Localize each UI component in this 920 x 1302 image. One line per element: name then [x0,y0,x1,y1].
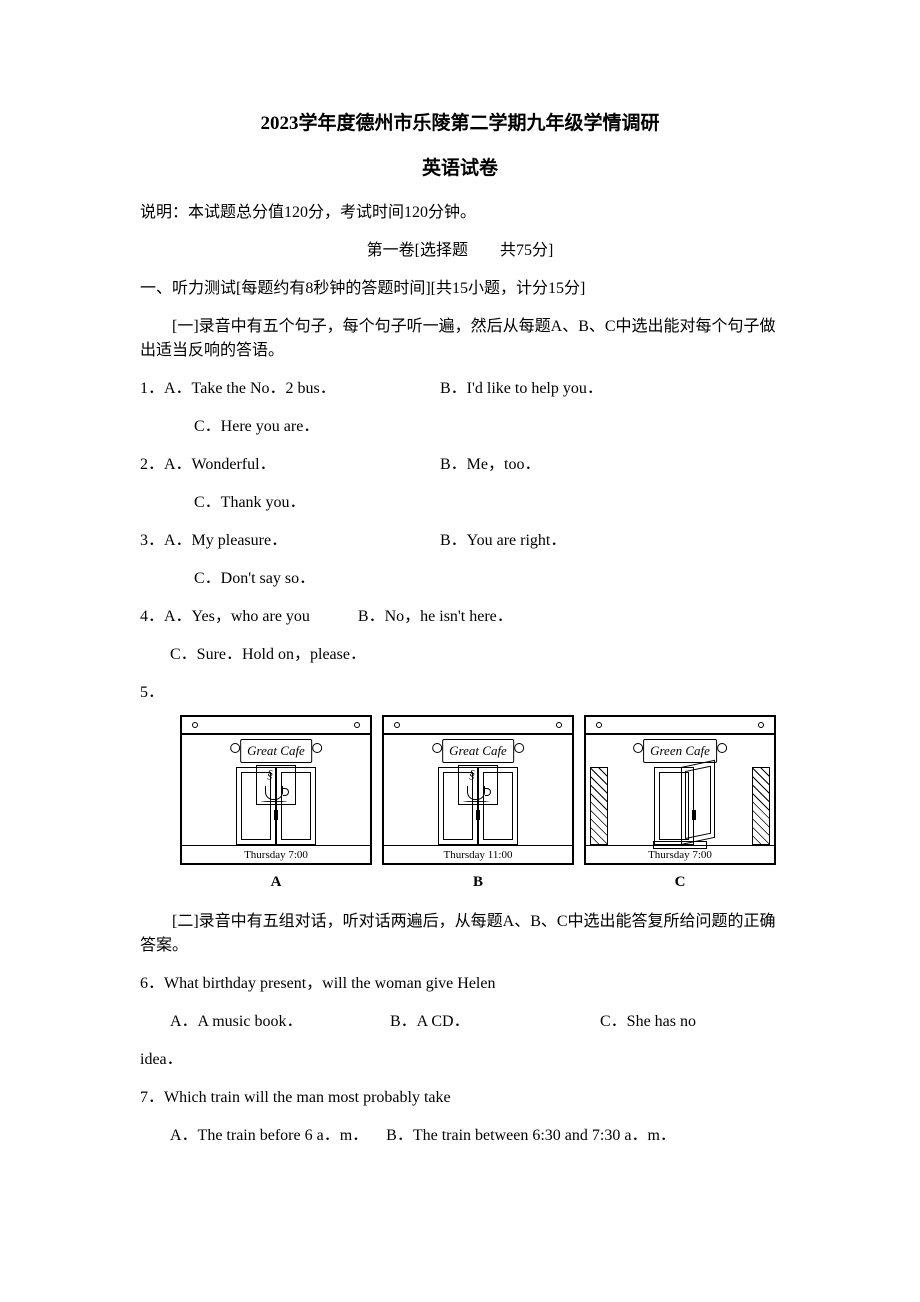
q4-c: C．Sure．Hold on，please． [140,643,780,667]
q2-row: 2．A．Wonderful． B．Me，too． [140,453,780,477]
q6-stem: 6．What birthday present，will the woman g… [140,972,780,996]
cafe-b-top [384,717,572,735]
cafe-a-sign: Great Cafe [240,739,312,763]
q6-options: A．A music book． B．A CD． C．She has no [140,1010,780,1034]
q1-b: B．I'd like to help you． [440,377,780,401]
cafe-b-sign: Great Cafe [442,739,514,763]
q2-b: B．Me，too． [440,453,780,477]
cafe-c-sign: Green Cafe [643,739,717,763]
cafe-c: Green Cafe Thursday 7:00 [584,715,776,865]
cafe-c-winright [752,767,770,845]
q6-b: B．A CD． [390,1010,600,1034]
cafe-a-time: Thursday 7:00 [182,845,370,863]
cafe-row: Great Cafe § Thursday 7:00 Great Cafe § … [140,715,780,865]
cafe-c-winleft [590,767,608,845]
cafe-a: Great Cafe § Thursday 7:00 [180,715,372,865]
sub2-instruction: [二]录音中有五组对话，听对话两遍后，从每题A、B、C中选出能答复所给问题的正确… [140,910,780,958]
q6-c: C．She has no [600,1010,780,1034]
cafe-b: Great Cafe § Thursday 11:00 [382,715,574,865]
cafe-b-doors [438,767,518,845]
q3-c: C．Don't say so． [140,567,780,591]
cafe-c-time: Thursday 7:00 [586,845,774,863]
q1-row: 1．A．Take the No．2 bus． B．I'd like to hel… [140,377,780,401]
q1-c: C．Here you are． [140,415,780,439]
q5-label: 5． [140,681,780,705]
title-sub: 英语试卷 [140,155,780,184]
q2-a: 2．A．Wonderful． [140,453,440,477]
label-c: C [584,871,776,894]
label-b: B [382,871,574,894]
cafe-c-top [586,717,774,735]
cafe-b-time: Thursday 11:00 [384,845,572,863]
q7-options: A．The train before 6 a．m． B．The train be… [140,1124,780,1148]
cafe-labels: A B C [140,871,780,894]
q7-b: B．The train between 6:30 and 7:30 a．m． [386,1124,676,1148]
instruction: 说明：本试题总分值120分，考试时间120分钟。 [140,201,780,225]
section1-title: 一、听力测试[每题约有8秒钟的答题时间][共15小题，计分15分] [140,277,780,301]
q3-a: 3．A．My pleasure． [140,529,440,553]
section-header: 第一卷[选择题 共75分] [140,239,780,263]
title-main: 2023学年度德州市乐陵第二学期九年级学情调研 [140,110,780,139]
q1-a: 1．A．Take the No．2 bus． [140,377,440,401]
q3-b: B．You are right． [440,529,780,553]
q2-c: C．Thank you． [140,491,780,515]
label-a: A [180,871,372,894]
q3-row: 3．A．My pleasure． B．You are right． [140,529,780,553]
q7-a: A．The train before 6 a．m． [170,1124,368,1148]
q4-row: 4．A．Yes，who are you B．No，he isn't here． [140,605,780,629]
q6-tail: idea． [140,1048,780,1072]
q7-stem: 7．Which train will the man most probably… [140,1086,780,1110]
cafe-a-doors [236,767,316,845]
cafe-c-door-open [681,760,715,845]
q6-a: A．A music book． [170,1010,390,1034]
sub1-instruction: [一]录音中有五个句子，每个句子听一遍，然后从每题A、B、C中选出能对每个句子做… [140,315,780,363]
cafe-a-top [182,717,370,735]
